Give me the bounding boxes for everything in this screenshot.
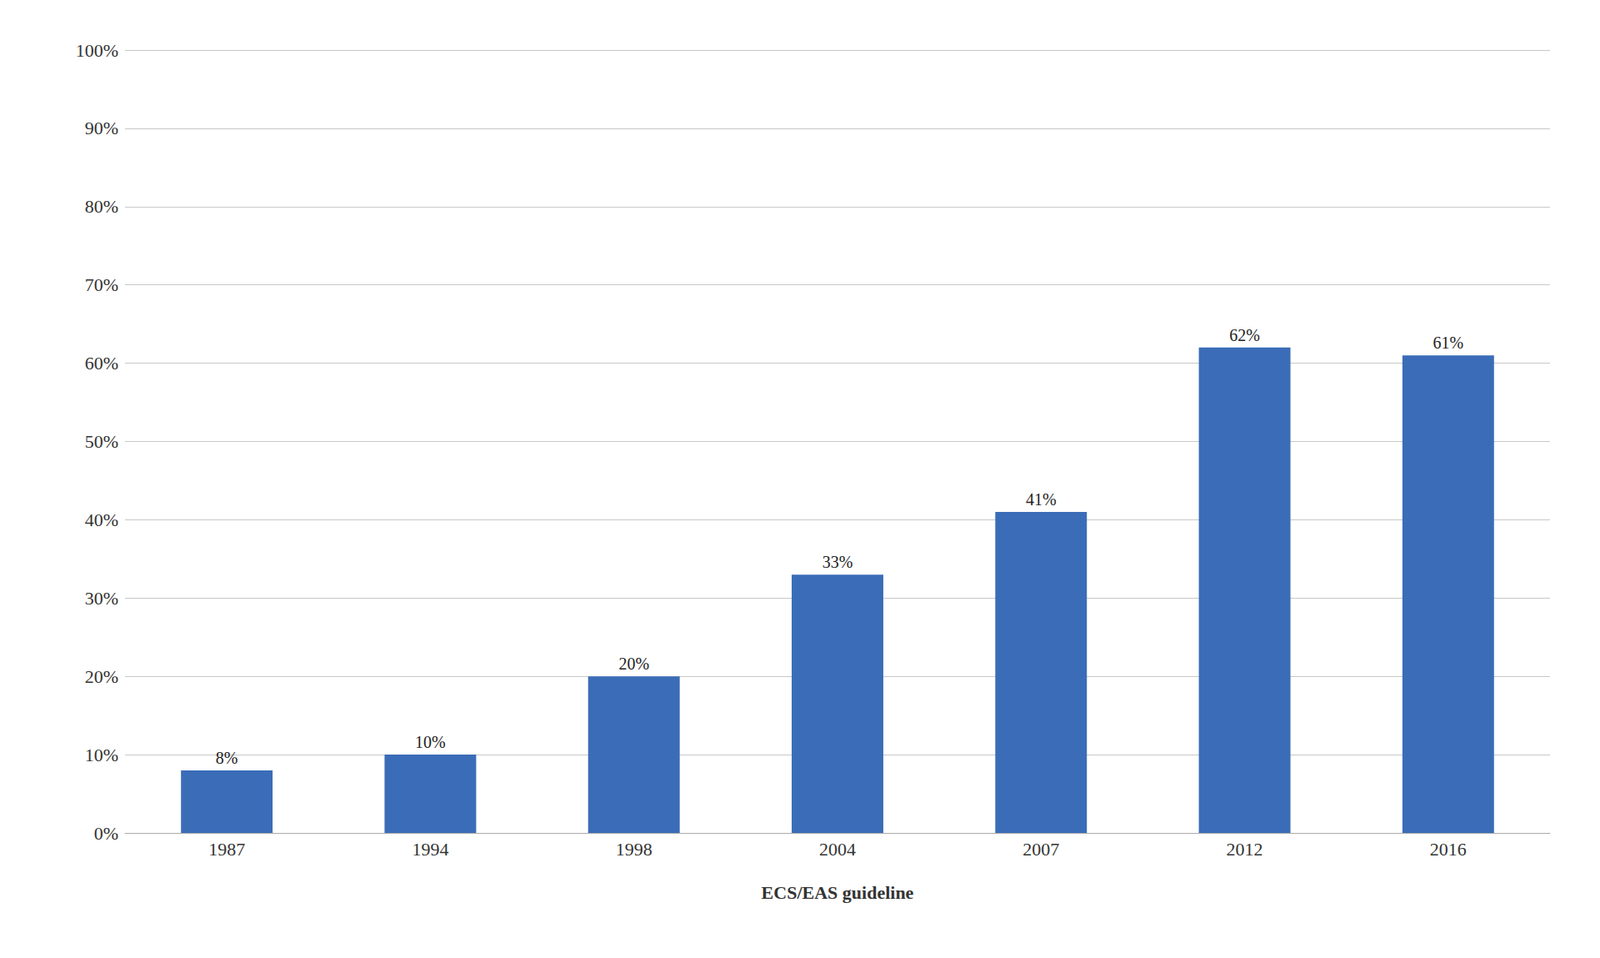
svg-text:40%: 40% [85, 509, 119, 530]
svg-text:8%: 8% [215, 748, 239, 767]
svg-text:60%: 60% [85, 352, 119, 374]
svg-text:1987: 1987 [208, 838, 245, 860]
svg-text:10%: 10% [415, 732, 446, 751]
svg-text:0%: 0% [94, 822, 119, 844]
svg-text:62%: 62% [1229, 325, 1260, 345]
svg-text:1998: 1998 [615, 838, 653, 860]
svg-text:2004: 2004 [819, 838, 856, 860]
svg-text:33%: 33% [822, 552, 854, 571]
svg-text:70%: 70% [85, 274, 119, 295]
svg-text:20%: 20% [618, 654, 650, 673]
svg-text:2012: 2012 [1226, 838, 1264, 860]
svg-text:2007: 2007 [1022, 838, 1060, 860]
svg-text:61%: 61% [1433, 333, 1465, 352]
svg-text:50%: 50% [85, 430, 119, 452]
svg-text:80%: 80% [85, 195, 119, 217]
svg-text:30%: 30% [85, 587, 119, 609]
svg-text:100%: 100% [75, 40, 119, 61]
svg-text:41%: 41% [1025, 490, 1057, 509]
svg-text:20%: 20% [85, 665, 119, 687]
svg-text:10%: 10% [85, 744, 119, 765]
svg-text:2016: 2016 [1430, 838, 1467, 860]
svg-text:ECS/EAS guideline: ECS/EAS guideline [761, 881, 915, 903]
svg-text:1994: 1994 [411, 838, 449, 860]
svg-text:90%: 90% [85, 117, 119, 139]
